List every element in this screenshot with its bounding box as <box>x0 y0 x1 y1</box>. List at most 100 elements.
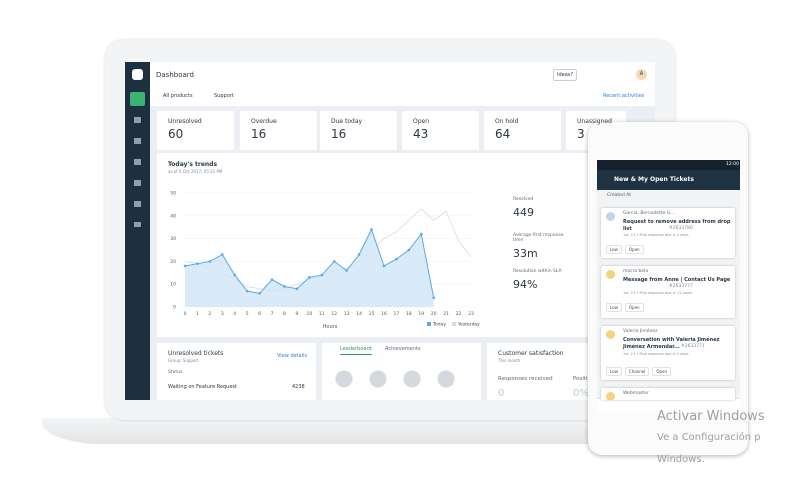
legend-swatch <box>452 322 456 326</box>
card-label: Overdue <box>251 118 277 125</box>
nav-icons[interactable] <box>134 117 141 227</box>
stat-card[interactable] <box>240 111 317 150</box>
stat-card[interactable] <box>484 111 561 150</box>
group-filter[interactable]: Support <box>214 93 234 99</box>
card-label: Unassigned <box>577 118 612 125</box>
ticket-avatar <box>606 270 615 279</box>
app-title: New & My Open Tickets <box>614 176 694 183</box>
leaderboard-tab[interactable]: Leaderboard <box>340 346 372 355</box>
x-tick-label: 5 <box>246 311 249 317</box>
area <box>185 229 434 307</box>
watermark-line: Windows. <box>657 454 705 465</box>
legend-label: Yesterday <box>457 322 480 328</box>
x-tick-label: 17 <box>394 311 400 317</box>
stat-card[interactable] <box>157 111 234 150</box>
avatar[interactable]: A <box>636 69 647 80</box>
point <box>345 269 348 272</box>
y-tick-label: 50 <box>170 191 176 197</box>
ticket-meta: 1st: 13 • First response due in 11 hours <box>623 291 693 295</box>
status-header: Status <box>168 370 183 375</box>
metric-label: Resolved <box>513 197 534 202</box>
y-tick-label: 40 <box>170 213 176 219</box>
ticket-tags: Low Channel Open <box>606 367 674 376</box>
point <box>221 253 224 256</box>
ticket-meta: 1st: 13 • First response due in 2 days <box>623 352 689 356</box>
point <box>419 232 423 236</box>
x-tick-label: 4 <box>233 311 236 317</box>
ticket-tags: Low Open <box>606 245 647 254</box>
card-label: Unresolved <box>168 118 202 125</box>
ticket-id: #2633780 <box>669 226 693 231</box>
x-tick-label: 9 <box>295 311 298 317</box>
ticket-tag[interactable]: Open <box>624 245 644 254</box>
status-name: Waiting on Feature Request <box>168 384 237 390</box>
metric-value: 94% <box>513 278 538 291</box>
ticket-card[interactable]: Webmaster <box>601 388 735 400</box>
status-bar <box>597 160 740 170</box>
responses-value: 0 <box>498 388 505 399</box>
x-tick-label: 12 <box>331 311 337 317</box>
stat-card[interactable] <box>402 111 479 150</box>
ticket-subject: Conversation with Valeria Jiménez Jiméne… <box>623 337 720 350</box>
legend-label: Today <box>432 322 446 328</box>
product-filter[interactable]: All products <box>163 93 193 99</box>
ticket-card[interactable]: mocro bela Message from Anne | Contact Us… <box>601 266 735 318</box>
point <box>258 292 261 295</box>
point <box>196 262 199 265</box>
ticket-id: #2633777 <box>669 284 693 289</box>
point <box>295 287 299 291</box>
card-label: Due today <box>331 118 363 125</box>
metric-label: Average first response time <box>513 233 564 243</box>
card-label: Open <box>413 118 430 125</box>
ticket-tags: Low Open <box>606 303 647 312</box>
trends-title: Today's trends <box>168 161 218 168</box>
nav-home[interactable] <box>130 92 145 106</box>
sidebar <box>125 62 150 400</box>
ticket-card[interactable]: Valeria Jiménez Conversation with Valeria… <box>601 326 735 380</box>
x-tick-label: 15 <box>369 311 375 317</box>
point <box>245 289 249 293</box>
point <box>320 273 324 277</box>
point <box>183 264 187 268</box>
point <box>357 253 361 256</box>
ideas-button[interactable]: Ideas? <box>553 69 578 81</box>
x-tick-label: 2 <box>208 311 211 317</box>
ticket-tag[interactable]: Low <box>606 367 622 376</box>
x-tick-label: 16 <box>381 311 387 317</box>
point <box>432 296 435 300</box>
ticket-tag[interactable]: Low <box>606 245 622 254</box>
recent-activities[interactable]: Recent activities <box>603 93 645 99</box>
sort-label[interactable]: Created At <box>607 193 632 198</box>
x-tick-label: 11 <box>319 311 325 317</box>
card-value: 60 <box>168 127 184 141</box>
y-tick-label: 30 <box>170 236 176 242</box>
ticket-card[interactable]: Garcia, Bernadette G... Request to remove… <box>601 208 735 258</box>
stat-card[interactable] <box>320 111 397 150</box>
responses-label: Responses received <box>498 376 553 382</box>
ticket-tag[interactable]: Open <box>624 303 644 312</box>
watermark-title: Activar Windows <box>657 409 765 424</box>
unresolved-group: Group: Support <box>168 358 199 363</box>
point <box>233 273 237 277</box>
app-bar <box>597 170 740 190</box>
point <box>370 228 373 231</box>
ticket-tag[interactable]: Channel <box>624 367 650 376</box>
ticket-tag[interactable]: Low <box>606 303 622 312</box>
csat-title: Customer satisfaction <box>498 350 564 357</box>
achievements-tab[interactable]: Achievements <box>385 346 421 352</box>
status-count: 4238 <box>292 384 305 390</box>
view-details[interactable]: View details <box>277 353 308 359</box>
y-tick-label: 20 <box>170 259 176 265</box>
metric-value: 33m <box>513 247 538 260</box>
leader-avatars <box>335 370 465 388</box>
point <box>208 260 212 263</box>
x-tick-label: 14 <box>356 311 362 317</box>
x-tick-label: 10 <box>306 311 312 317</box>
x-tick-label: 6 <box>258 311 261 317</box>
point <box>308 276 311 279</box>
ticket-tag[interactable]: Open <box>652 367 671 376</box>
trends-subtitle: as of 5 Oct 2017, 05:21 PM <box>168 169 223 174</box>
unresolved-panel <box>157 343 316 400</box>
